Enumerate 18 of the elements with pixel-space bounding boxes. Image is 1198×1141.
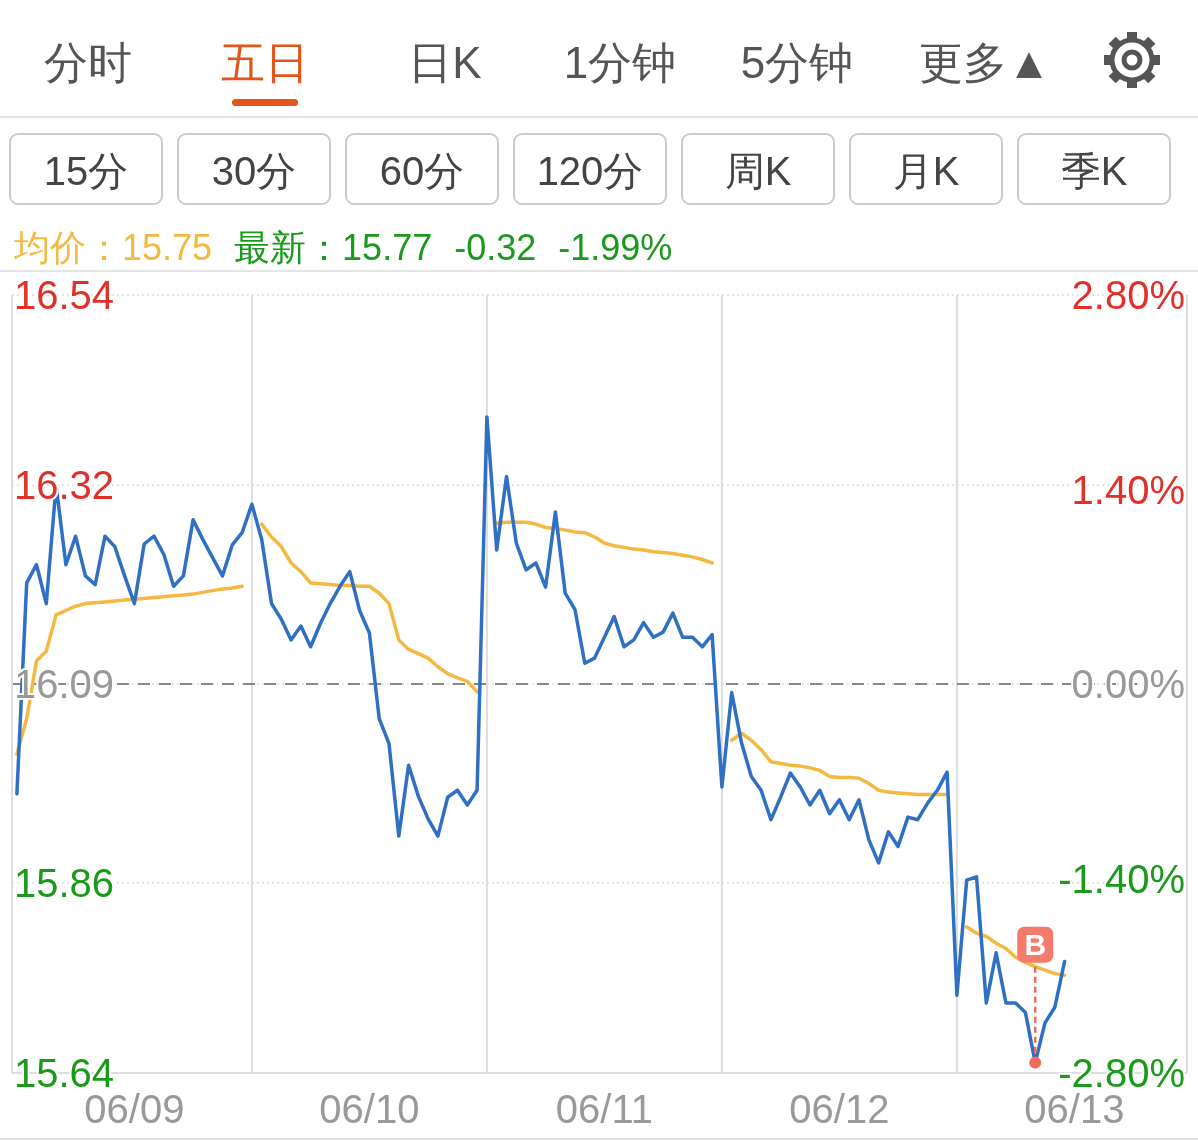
- tabs: 分时 五日 日K 1分钟 5分钟 更多▲: [44, 38, 1051, 106]
- y2-tick-label: 1.40%: [1071, 467, 1185, 512]
- annotation: B: [1024, 928, 1047, 962]
- text: 均价：15.75: [13, 227, 213, 268]
- y2-tick-label: 0.00%: [1071, 662, 1185, 706]
- text: -1.99%: [558, 227, 673, 268]
- x-tick-label: 06/10: [319, 1087, 420, 1131]
- y-tick-label: 15.86: [14, 860, 115, 905]
- text: 最新：15.77: [234, 227, 433, 268]
- y-tick-label: 16.54: [14, 273, 115, 317]
- x-tick-label: 06/11: [555, 1087, 653, 1131]
- y2-tick-label: 2.80%: [1071, 273, 1185, 317]
- x-tick-label: 06/12: [789, 1087, 890, 1131]
- buttons: 15分 30分 60分 120分 周K 月K 季K: [9, 133, 1171, 205]
- y2-tick-label: -1.40%: [1058, 856, 1185, 901]
- text: -0.32: [454, 227, 537, 268]
- x-tick-label: 06/13: [1024, 1087, 1125, 1131]
- y-tick-label: 16.32: [14, 463, 115, 508]
